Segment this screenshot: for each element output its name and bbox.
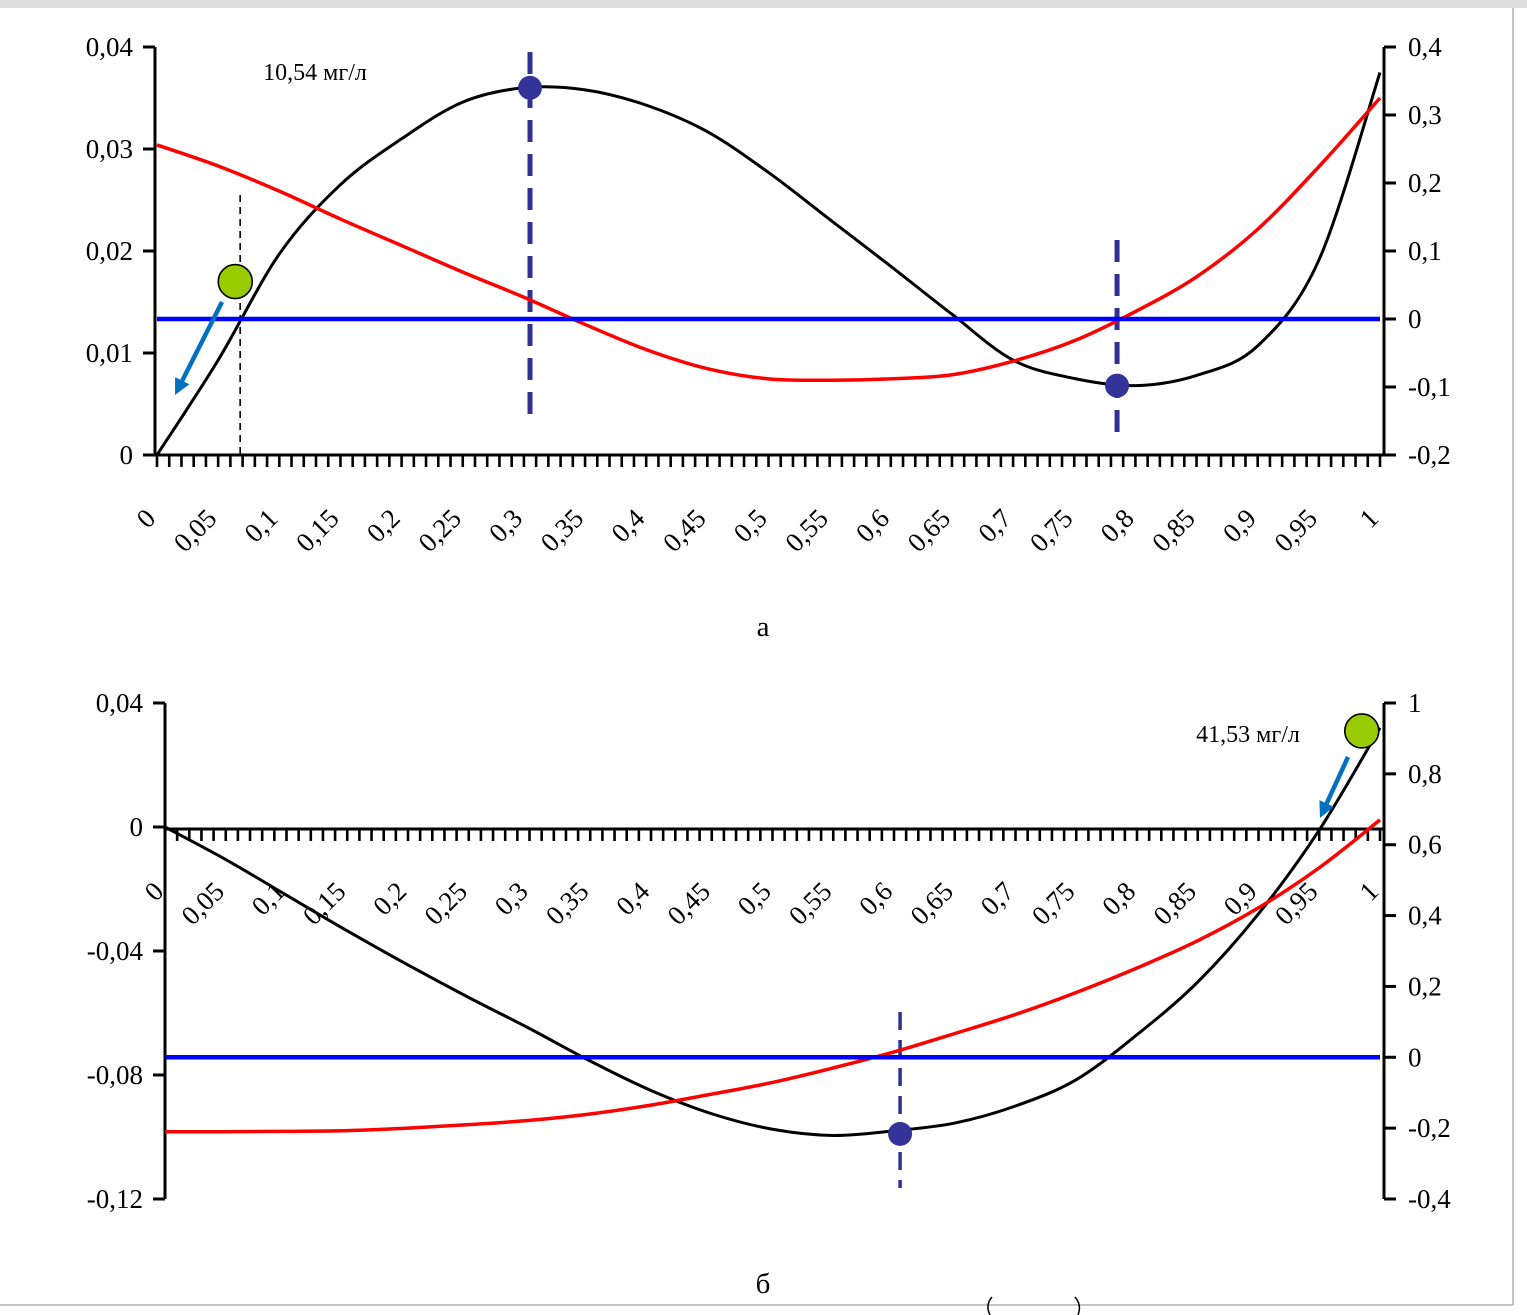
series-black-line: [155, 72, 1382, 456]
x-tick-label: 0: [130, 503, 161, 534]
x-tick-label: 0,4: [610, 876, 655, 921]
panel-caption-b: б: [756, 1268, 771, 1300]
x-tick-label: 0,6: [850, 503, 895, 548]
left-y-tick-label: 0,03: [86, 134, 133, 164]
series-red-line: [164, 818, 1382, 1134]
concentration-annotation: 41,53 мг/л: [1196, 722, 1300, 748]
arrow-shaft: [180, 300, 225, 382]
x-tick-label: 0,7: [972, 503, 1017, 548]
right-y-tick-label: 0: [1408, 304, 1422, 334]
chart-panel-a: 00,010,020,030,04-0,2-0,100,10,20,30,40 0…: [86, 32, 1451, 558]
extremum-marker: [1105, 373, 1130, 398]
x-tick-label: 0,6: [853, 876, 898, 921]
right-y-tick-label: 0,8: [1408, 759, 1442, 789]
x-tick-label: 0,55: [779, 503, 834, 558]
x-tick-label: 0,85: [1146, 503, 1201, 558]
left-y-tick-label: 0,04: [96, 688, 144, 718]
left-y-tick-label: -0,04: [87, 936, 144, 966]
right-y-tick-label: -0,2: [1408, 1113, 1451, 1143]
panel-caption-a: а: [757, 611, 770, 643]
x-tick-label: 0,25: [418, 876, 473, 931]
right-y-tick-label: 0,2: [1408, 971, 1442, 1001]
green-point-marker: [1343, 713, 1380, 749]
left-y-tick-label: 0,02: [86, 236, 133, 266]
x-tick-label: 0,05: [168, 503, 223, 558]
bottom-bracket-left: [987, 1296, 993, 1315]
x-tick-label: 0,45: [657, 503, 712, 558]
right-y-tick-label: 0,4: [1408, 32, 1442, 62]
x-tick-label: 0,9: [1218, 876, 1263, 921]
right-y-tick-label: -0,4: [1408, 1184, 1451, 1214]
series-black-line: [164, 727, 1382, 1137]
x-tick-label: 0,3: [483, 503, 528, 548]
concentration-annotation: 10,54 мг/л: [263, 60, 367, 86]
x-tick-label: 0,8: [1096, 876, 1141, 921]
left-y-tick-label: -0,12: [87, 1184, 143, 1214]
x-tick-label: 0,65: [904, 876, 959, 931]
green-point-marker: [217, 263, 254, 300]
extremum-marker: [518, 75, 543, 100]
x-tick-label: 1: [1353, 503, 1384, 534]
x-tick-label: 0,95: [1268, 503, 1323, 558]
x-tick-label: 0,1: [238, 503, 283, 548]
x-tick-label: 0,45: [661, 876, 716, 931]
x-tick-label: 0,2: [367, 876, 412, 921]
x-tick-label: 0,5: [728, 503, 773, 548]
right-y-tick-label: 0,3: [1408, 100, 1442, 130]
arrow-head: [175, 377, 190, 395]
x-tick-label: 1: [1353, 876, 1384, 907]
left-y-tick-label: -0,08: [87, 1060, 143, 1090]
x-tick-label: 0,75: [1024, 503, 1079, 558]
x-tick-label: 0,4: [605, 503, 650, 548]
x-tick-label: 0,65: [902, 503, 957, 558]
x-tick-label: 0,25: [412, 503, 467, 558]
left-y-tick-label: 0,04: [86, 32, 134, 62]
x-tick-label: 0,35: [540, 876, 595, 931]
x-tick-label: 0,9: [1217, 503, 1262, 548]
x-tick-label: 0,35: [535, 503, 590, 558]
right-y-tick-label: 0,4: [1408, 901, 1442, 931]
right-y-tick-label: 0: [1408, 1042, 1422, 1072]
x-tick-label: 0,15: [290, 503, 345, 558]
chart-panel-b: -0,12-0,08-0,0400,04-0,4-0,200,20,40,60,…: [87, 688, 1451, 1214]
right-y-tick-label: 0,1: [1408, 236, 1442, 266]
x-tick-label: 0,05: [175, 876, 230, 931]
extremum-marker: [888, 1121, 913, 1146]
series-red-line: [156, 96, 1382, 383]
right-y-tick-label: 0,6: [1408, 830, 1442, 860]
right-y-tick-label: 0,2: [1408, 168, 1442, 198]
bottom-bracket-right: [1074, 1296, 1081, 1315]
right-y-tick-label: -0,2: [1408, 440, 1451, 470]
x-tick-label: 0,8: [1095, 503, 1140, 548]
right-y-tick-label: 1: [1408, 688, 1422, 718]
x-tick-label: 0,85: [1147, 876, 1202, 931]
top-border: [0, 0, 1527, 8]
x-tick-label: 0,5: [732, 876, 777, 921]
x-tick-label: 0,2: [361, 503, 406, 548]
left-y-tick-label: 0: [120, 440, 134, 470]
x-tick-label: 0,7: [975, 876, 1020, 921]
x-tick-label: 0,3: [489, 876, 534, 921]
arrow-shaft: [1324, 756, 1351, 805]
right-y-tick-label: -0,1: [1408, 372, 1451, 402]
x-tick-label: 0,55: [783, 876, 838, 931]
arrow-head: [1319, 800, 1334, 818]
left-y-tick-label: 0: [130, 812, 144, 842]
x-tick-label: 0,75: [1026, 876, 1081, 931]
left-y-tick-label: 0,01: [86, 338, 133, 368]
x-tick-label: 0,15: [297, 876, 352, 931]
